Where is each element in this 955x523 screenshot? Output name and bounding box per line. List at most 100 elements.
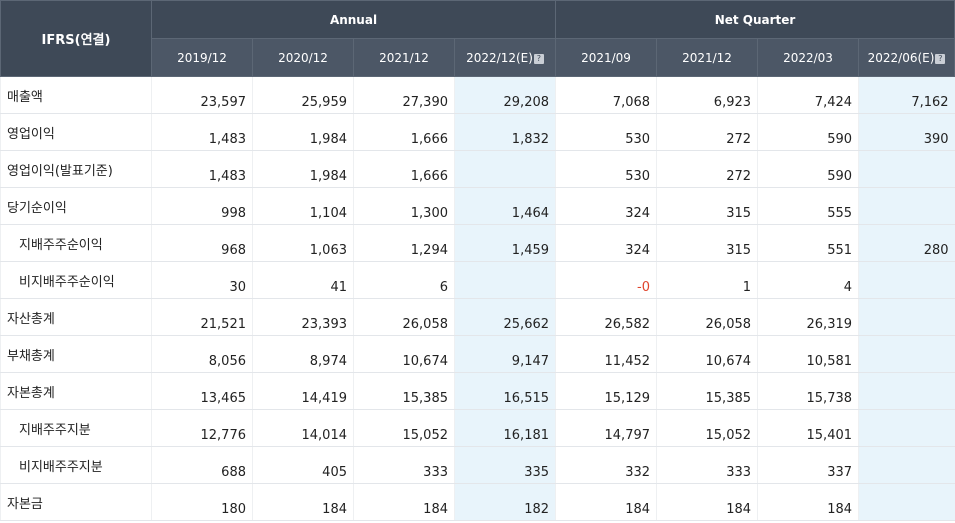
table-cell	[858, 150, 955, 188]
period-header: 2019/12	[151, 38, 253, 77]
table-cell: 25,662	[453, 298, 556, 336]
table-cell: 6,923	[656, 76, 758, 114]
table-cell: 280	[858, 224, 955, 262]
table-cell: 1,063	[252, 224, 354, 262]
table-cell: 15,052	[656, 409, 758, 447]
net-quarter-group-header: Net Quarter	[555, 0, 955, 39]
period-header: 2021/12	[353, 38, 455, 77]
row-label: 지배주주지분	[0, 409, 152, 447]
table-cell: 26,319	[757, 298, 859, 336]
row-label: 자본금	[0, 483, 152, 521]
table-cell: 184	[353, 483, 455, 521]
row-label: 영업이익(발표기준)	[0, 150, 152, 188]
table-cell: 405	[252, 446, 354, 484]
table-cell: 14,419	[252, 372, 354, 410]
annual-group-header: Annual	[150, 0, 557, 39]
table-cell: 27,390	[353, 76, 455, 114]
table-cell: 26,058	[353, 298, 455, 336]
table-cell: 333	[656, 446, 758, 484]
row-label: 부채총계	[0, 335, 152, 373]
table-cell: 335	[453, 446, 556, 484]
table-row: 영업이익(발표기준) 1,483 1,984 1,666 530 272 590	[0, 150, 955, 188]
table-cell: 390	[858, 113, 955, 151]
table-cell: 968	[151, 224, 253, 262]
table-cell: 555	[757, 187, 859, 225]
table-cell: 9,147	[453, 335, 556, 373]
table-cell: 1,300	[353, 187, 455, 225]
table-cell: 23,393	[252, 298, 354, 336]
table-cell: 315	[656, 187, 758, 225]
table-cell: 337	[757, 446, 859, 484]
table-cell: 590	[757, 150, 859, 188]
table-cell: 315	[656, 224, 758, 262]
row-label: 지배주주순이익	[0, 224, 152, 262]
table-cell: 16,515	[453, 372, 556, 410]
table-cell: 10,674	[656, 335, 758, 373]
table-cell: 1,483	[151, 150, 253, 188]
table-cell: 15,738	[757, 372, 859, 410]
table-row: 지배주주순이익 968 1,063 1,294 1,459 324 315 551 280	[0, 224, 955, 262]
row-label: 매출액	[0, 76, 152, 114]
table-row: 매출액 23,597 25,959 27,390 29,208 7,068 6,923 7,4…	[0, 76, 955, 114]
table-cell: 7,068	[555, 76, 657, 114]
table-cell: 1,459	[453, 224, 556, 262]
table-cell	[858, 409, 955, 447]
table-cell: 1	[656, 261, 758, 299]
table-cell: 184	[757, 483, 859, 521]
table-cell: 8,056	[151, 335, 253, 373]
table-cell: 7,162	[858, 76, 955, 114]
table-cell: 998	[151, 187, 253, 225]
table-cell: 6	[353, 261, 455, 299]
period-header: 2022/03	[757, 38, 860, 77]
period-header: 2021/12	[656, 38, 759, 77]
table-cell: 184	[656, 483, 758, 521]
table-cell	[453, 261, 556, 299]
row-label: 비지배주주지분	[0, 446, 152, 484]
table-cell: 14,014	[252, 409, 354, 447]
table-cell: 13,465	[151, 372, 253, 410]
estimate-help-icon[interactable]: ?	[533, 53, 544, 64]
row-label: 자본총계	[0, 372, 152, 410]
table-cell: 590	[757, 113, 859, 151]
table-row: 자본총계 13,465 14,419 15,385 16,515 15,129 15,385…	[0, 372, 955, 410]
table-cell: 29,208	[453, 76, 556, 114]
table-cell: 15,401	[757, 409, 859, 447]
table-cell: 530	[555, 150, 657, 188]
table-cell: 184	[252, 483, 354, 521]
table-cell: 15,052	[353, 409, 455, 447]
table-row: 비지배주주순이익 30 41 6 -0 1 4	[0, 261, 955, 299]
table-cell: 324	[555, 187, 657, 225]
table-cell: 12,776	[151, 409, 253, 447]
table-cell: 14,797	[555, 409, 657, 447]
table-cell: 23,597	[151, 76, 253, 114]
table-cell: 1,104	[252, 187, 354, 225]
table-cell: 15,129	[555, 372, 657, 410]
table-cell	[858, 261, 955, 299]
row-label: 자산총계	[0, 298, 152, 336]
table-cell: 16,181	[453, 409, 556, 447]
table-row: 부채총계 8,056 8,974 10,674 9,147 11,452 10,674 10,…	[0, 335, 955, 373]
table-cell: 1,984	[252, 113, 354, 151]
estimate-help-icon[interactable]: ?	[935, 53, 946, 64]
row-label: 당기순이익	[0, 187, 152, 225]
table-cell: 182	[453, 483, 556, 521]
table-cell	[858, 372, 955, 410]
table-cell: 688	[151, 446, 253, 484]
table-cell: 1,483	[151, 113, 253, 151]
table-cell: 1,464	[453, 187, 556, 225]
table-cell: 332	[555, 446, 657, 484]
table-cell: 530	[555, 113, 657, 151]
table-cell: 25,959	[252, 76, 354, 114]
table-cell: 324	[555, 224, 657, 262]
table-row: 비지배주주지분 688 405 333 335 332 333 337	[0, 446, 955, 484]
table-cell: 10,581	[757, 335, 859, 373]
table-cell	[858, 335, 955, 373]
table-cell: 8,974	[252, 335, 354, 373]
period-header: 2021/09	[555, 38, 658, 77]
table-cell: 1,984	[252, 150, 354, 188]
period-header: 2020/12	[252, 38, 354, 77]
ifrs-consolidated-header: IFRS(연결)	[0, 0, 152, 77]
table-row: 자본금 180 184 184 182 184 184 184	[0, 483, 955, 521]
table-cell: 272	[656, 113, 758, 151]
